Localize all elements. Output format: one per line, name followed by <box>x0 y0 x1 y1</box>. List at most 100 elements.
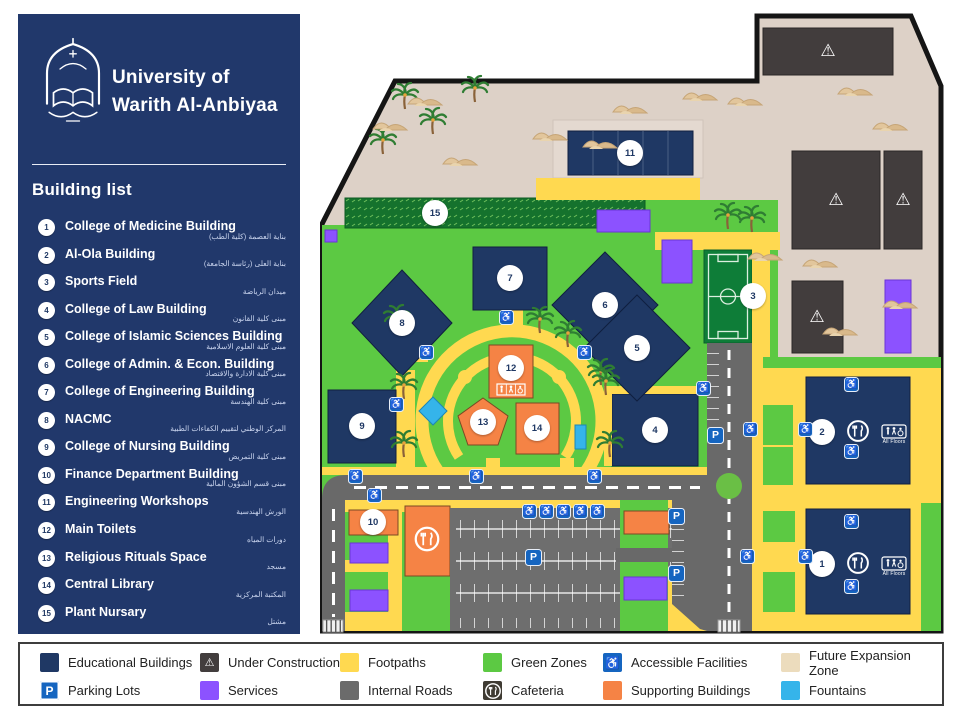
building-name: College of Law Building <box>65 301 207 316</box>
accessible-parking-icon: ♿ <box>540 505 553 518</box>
building-number-badge: 11 <box>38 494 55 512</box>
building-name: College of Medicine Building <box>65 219 236 233</box>
legend-item-footpaths: Footpaths <box>340 653 483 673</box>
building-name-arabic: مبنى كلية الادارة والاقتصاد <box>205 369 286 379</box>
accessible-facility-icon: ♿ <box>420 346 433 359</box>
all-floors-label: All Floors <box>882 571 906 577</box>
map-marker-14: 14 <box>524 415 550 441</box>
legend-item-services: Services <box>200 681 340 701</box>
building-name-arabic: مشتل <box>267 617 286 627</box>
building-list-item-2: 2 Al-Ola Building بناية العلى (رئاسة الجام… <box>38 244 286 272</box>
roundabout <box>716 473 742 499</box>
building-name-arabic: مبنى قسم الشؤون المالية <box>206 479 286 489</box>
accessible-facility-icon: ♿ <box>845 580 858 593</box>
building-list-item-14: 14 Central Library المكتبة المركزية <box>38 574 286 602</box>
legend-label: Parking Lots <box>68 683 141 699</box>
under-construction-building <box>883 150 923 250</box>
map-marker-8: 8 <box>389 310 415 336</box>
building-name: College of Islamic Sciences Building <box>65 329 283 344</box>
accessible-facility-icon: ♿ <box>368 489 381 502</box>
services-building <box>324 229 338 243</box>
building-list-item-12: 12 Main Toilets دورات المياه <box>38 519 286 547</box>
accessible-facility-icon: ♿ <box>799 423 812 436</box>
warning-glyph: ⚠ <box>204 657 215 670</box>
building-list-item-9: 9 College of Nursing Building مبنى كلية ال… <box>38 436 286 464</box>
accessible-parking-icon: ♿ <box>591 505 604 518</box>
under-construction-icon: ⚠ <box>828 190 844 209</box>
services-building <box>596 209 651 233</box>
under-construction-icon: ⚠ <box>809 307 825 326</box>
map-marker-1: 1 <box>809 551 835 577</box>
sidebar-divider <box>32 164 286 165</box>
building-list-item-5: 5 College of Islamic Sciences Building مبن… <box>38 326 286 354</box>
building-list-item-1: 1 College of Medicine Building بناية العصم… <box>38 216 286 244</box>
accessible-facility-icon: ♿ <box>470 470 483 483</box>
campus-gate-icon <box>717 619 741 633</box>
building-list-item-4: 4 College of Law Building مبنى كلية القانو… <box>38 299 286 327</box>
building-name: Finance Department Building <box>65 466 239 481</box>
green-zone-swatch <box>483 653 502 673</box>
building-number-badge: 1 <box>38 219 55 236</box>
services-building <box>623 576 668 601</box>
accessible-parking-icon: ♿ <box>574 505 587 518</box>
building-list-panel: University of Warith Al-Anbiyaa Building… <box>18 14 300 634</box>
under-construction-icon: ⚠ <box>820 41 836 60</box>
fountain <box>574 424 587 450</box>
university-name-line2: Warith Al-Anbiyaa <box>112 94 278 116</box>
university-name: University of Warith Al-Anbiyaa <box>112 64 278 119</box>
legend-item-accessible: ♿ Accessible Facilities <box>603 653 781 673</box>
map-marker-3: 3 <box>740 283 766 309</box>
accessible-facility-icon: ♿ <box>349 470 362 483</box>
parking-glyph: P <box>45 683 54 698</box>
accessible-facility-icon: ♿ <box>697 382 710 395</box>
legend-label: Accessible Facilities <box>631 655 748 671</box>
legend-label: Fountains <box>809 683 867 699</box>
legend-item-parking: P Parking Lots <box>40 681 200 701</box>
map-marker-5: 5 <box>624 335 650 361</box>
map-marker-11: 11 <box>617 140 643 166</box>
building-number-badge: 14 <box>38 577 55 595</box>
parking-sign-icon: P <box>40 681 59 701</box>
building-name: Plant Nursary <box>65 604 147 619</box>
green-square <box>763 447 793 485</box>
building-number-badge: 3 <box>38 274 55 292</box>
building-list-item-6: 6 College of Admin. & Econ. Building مبنى … <box>38 354 286 382</box>
accessible-facility-icon: ♿ <box>578 346 591 359</box>
parking-sign: P <box>669 509 684 524</box>
building-list-item-7: 7 College of Engineering Building مبنى كلي… <box>38 381 286 409</box>
building-name: NACMC <box>65 411 112 426</box>
accessible-parking-icon: ♿ <box>557 505 570 518</box>
building-name-arabic: بناية العصمة (كلية الطب) <box>208 231 286 241</box>
accessible-facility-icon: ♿ <box>799 550 812 563</box>
footpath <box>536 178 700 200</box>
building-name-arabic: ميدان الرياضة <box>242 286 286 296</box>
legend-item-fountains: Fountains <box>781 681 942 701</box>
building-number-badge: 4 <box>38 301 55 319</box>
under-construction-building <box>791 150 881 250</box>
legend-item-supporting: Supporting Buildings <box>603 681 781 701</box>
all-floors-label: All Floors <box>882 439 906 445</box>
map-legend: Educational Buildings ⚠ Under Constructio… <box>18 642 944 706</box>
map-marker-2: 2 <box>809 419 835 445</box>
building-number-badge: 7 <box>38 384 55 402</box>
legend-label: Under Construction <box>228 655 340 671</box>
building-list-item-3: 3 Sports Field ميدان الرياضة <box>38 271 286 299</box>
legend-label: Future Expansion Zone <box>809 647 911 678</box>
building-number-badge: 8 <box>38 411 55 429</box>
building-name-arabic: مبنى كلية العلوم الاسلامية <box>206 341 286 351</box>
plant-nursery <box>344 197 646 229</box>
building-list-item-8: 8 NACMC المركز الوطني لتقييم الكفاءات الطب… <box>38 409 286 437</box>
building-name: College of Nursing Building <box>65 439 230 454</box>
building-number-badge: 6 <box>38 356 55 374</box>
building-name-arabic: المكتبة المركزية <box>235 589 286 599</box>
building-name: Al-Ola Building <box>65 246 156 261</box>
building-name: College of Admin. & Econ. Building <box>65 356 275 371</box>
supporting-building <box>623 510 670 535</box>
services-building <box>349 542 389 564</box>
building-name-arabic: مبنى كلية الهندسة <box>230 396 286 406</box>
expansion-zone-swatch <box>781 653 800 673</box>
building-number-badge: 13 <box>38 549 55 567</box>
legend-label: Internal Roads <box>368 683 453 699</box>
green-strip <box>763 357 941 368</box>
building-name-arabic: مبنى كلية القانون <box>232 314 286 324</box>
